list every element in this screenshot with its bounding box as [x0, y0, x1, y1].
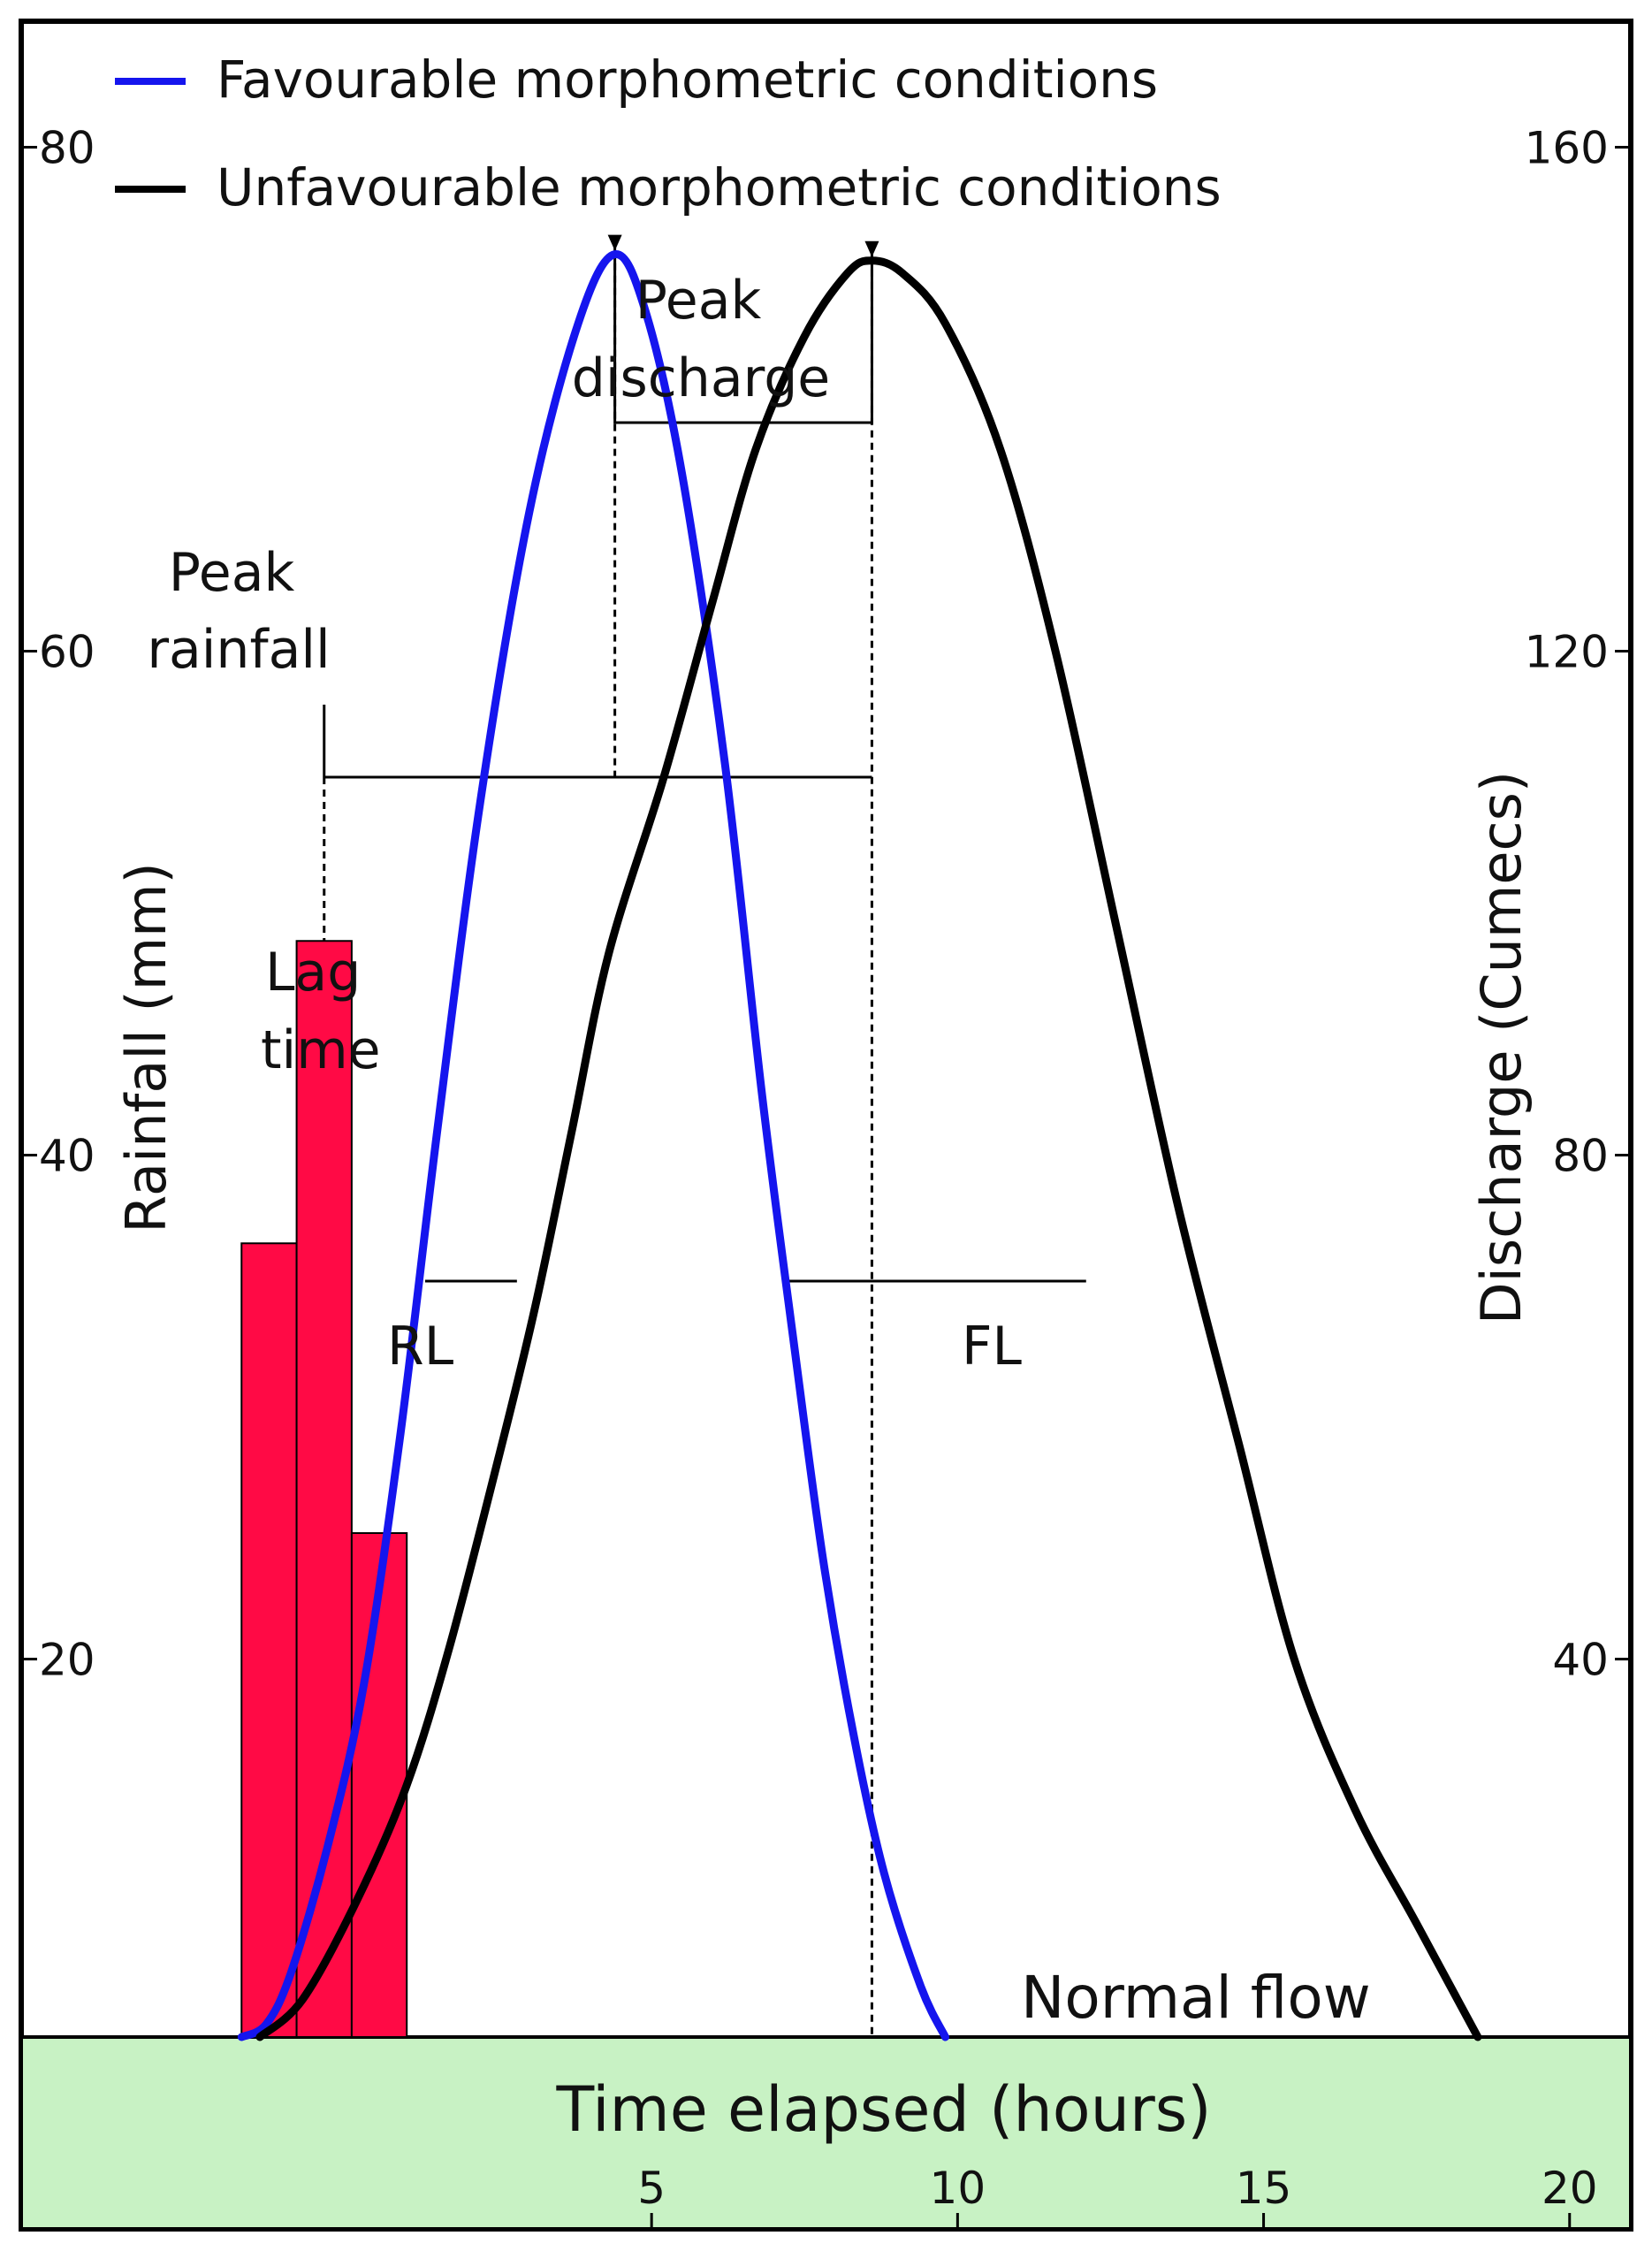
lag-time-label-line2: time — [261, 1019, 381, 1081]
x-tick-label: 20 — [1542, 2163, 1598, 2214]
favourable-series-line — [237, 250, 949, 2041]
rainfall-bar-3 — [350, 1532, 408, 2038]
peak-discharge-bracket — [613, 247, 873, 424]
x-tick-label: 15 — [1236, 2163, 1292, 2214]
peak-discharge-arrow-favourable — [607, 234, 622, 251]
legend: Favourable morphometric conditions Unfav… — [115, 50, 1222, 217]
x-axis-title: Time elapsed (hours) — [555, 2073, 1211, 2146]
peak-discharge-label-line2: discharge — [572, 347, 830, 409]
rl-label: RL — [387, 1316, 454, 1377]
peak-discharge-label-line1: Peak — [636, 270, 762, 332]
peak-discharge-arrow-unfavourable — [864, 240, 879, 257]
discharge-series — [237, 250, 1482, 2041]
time-axis-band — [19, 2035, 1633, 2231]
y-right-tick-label: 80 — [1552, 1131, 1609, 1182]
x-tick-label: 10 — [930, 2163, 986, 2214]
unfavourable-series-line — [255, 256, 1482, 2041]
y-left-tick-label: 60 — [39, 627, 95, 678]
y-right-tick-label: 160 — [1525, 123, 1609, 174]
normal-flow-label: Normal flow — [1021, 1964, 1371, 2032]
axis-ticks: 20 40 60 80 40 80 120 160 5 10 15 20 — [21, 123, 1631, 2229]
rainfall-bar-1 — [240, 1242, 298, 2038]
y-right-tick-label: 120 — [1525, 627, 1609, 678]
legend-label-favourable: Favourable morphometric conditions — [217, 50, 1158, 110]
x-tick-label: 5 — [637, 2163, 666, 2214]
peak-rainfall-label-line2: rainfall — [147, 619, 330, 681]
y-axis-title-right: Discharge (Cumecs) — [1469, 771, 1534, 1324]
y-left-tick-label: 40 — [39, 1131, 95, 1182]
lag-time-label-line1: Lag — [265, 942, 361, 1003]
peak-rainfall-label-line1: Peak — [169, 542, 295, 604]
y-left-tick-label: 20 — [39, 1635, 95, 1686]
y-right-tick-label: 40 — [1552, 1635, 1609, 1686]
y-left-tick-label: 80 — [39, 123, 95, 174]
annotation-lines — [323, 234, 1086, 2037]
y-axis-title-left: Rainfall (mm) — [114, 862, 179, 1232]
fl-label: FL — [962, 1316, 1023, 1377]
legend-label-unfavourable: Unfavourable morphometric conditions — [217, 157, 1222, 217]
